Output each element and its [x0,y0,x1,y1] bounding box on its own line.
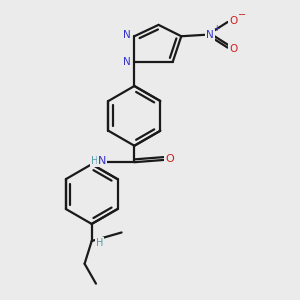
Text: O: O [229,16,238,26]
Text: −: − [238,11,246,20]
Text: H: H [96,238,103,248]
Text: N: N [123,57,131,67]
Text: N: N [123,30,131,40]
Text: H: H [91,156,98,167]
Text: O: O [166,154,174,164]
Text: N: N [98,156,106,167]
Text: O: O [229,44,238,54]
Text: N: N [206,30,214,40]
Text: +: + [213,24,219,33]
